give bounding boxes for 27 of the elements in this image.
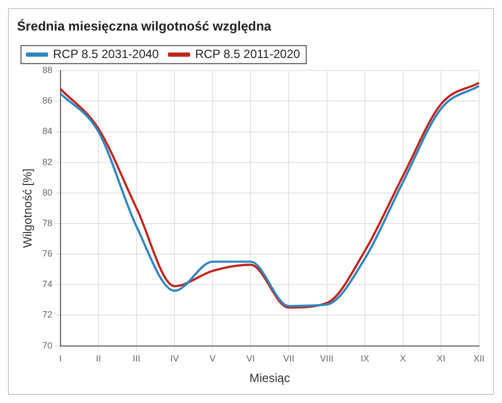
x-tick-label: IX	[360, 354, 370, 364]
x-tick-label: VI	[246, 354, 255, 364]
x-tick-label: X	[400, 354, 406, 364]
x-axis-title: Miesiąc	[249, 371, 290, 386]
legend-label: RCP 8.5 2031-2040	[53, 46, 160, 61]
x-tick-label: VIII	[320, 354, 334, 364]
x-tick-label: I	[59, 354, 62, 364]
y-tick-label: 88	[42, 65, 52, 76]
chart-title: Średnia miesięczna wilgotność względna	[17, 18, 272, 34]
y-tick-label: 78	[42, 218, 52, 228]
x-tick-label: XI	[436, 354, 446, 364]
legend-label: RCP 8.5 2011-2020	[195, 46, 300, 61]
y-axis-title: Wilgotność [%]	[20, 168, 35, 248]
x-tick-label: IV	[170, 354, 179, 364]
y-tick-label: 72	[42, 310, 52, 320]
x-tick-label: V	[210, 354, 216, 364]
y-tick-label: 76	[42, 248, 52, 259]
x-tick-label: II	[96, 354, 101, 364]
x-tick-label: VII	[283, 354, 294, 364]
x-tick-label: XII	[473, 354, 485, 364]
y-tick-label: 84	[42, 126, 52, 136]
y-tick-label: 70	[42, 340, 52, 350]
x-tick-label: III	[132, 354, 140, 364]
y-tick-label: 74	[42, 279, 52, 290]
y-tick-label: 82	[42, 156, 52, 167]
y-tick-label: 86	[42, 96, 52, 106]
y-tick-label: 80	[42, 187, 52, 198]
